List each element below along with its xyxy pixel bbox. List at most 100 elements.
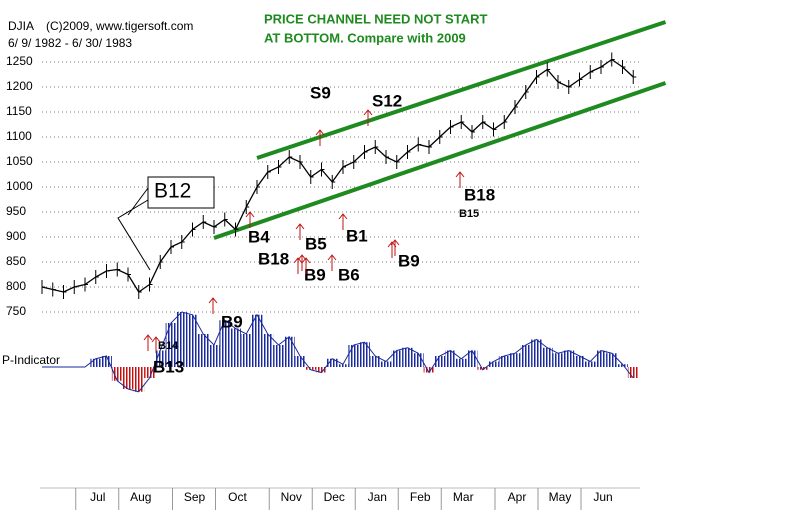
indicator-bar [606,353,618,367]
signal-label: B15 [459,208,479,220]
indicator-bar [574,356,585,367]
indicator-bar [627,367,639,378]
indicator-bar [122,367,134,389]
indicator-bar [520,345,532,367]
y-tick-label: 750 [6,304,26,318]
signal-label: B12 [154,180,191,203]
y-tick-label: 900 [6,229,26,243]
indicator-bar [380,361,392,367]
indicator-bar [316,367,327,373]
indicator-bar [402,347,413,367]
signal-pointer [117,187,151,271]
signal-label: B1 [346,226,368,245]
indicator-bar [584,361,596,367]
x-tick-label: Mar [453,490,474,504]
indicator-bar [133,367,145,392]
indicator-bar [595,350,607,367]
indicator-label: P-Indicator [2,353,60,367]
signal-arrow [293,257,303,274]
signal-label: B14 [158,340,179,352]
indicator-bar [541,347,553,367]
indicator-bar [154,350,166,367]
signal-arrow [455,171,465,188]
indicator-bar [348,345,360,367]
y-tick-label: 1250 [6,54,33,68]
y-tick-label: 800 [6,279,26,293]
indicator-bar [208,345,220,367]
price-line [41,58,634,293]
indicator-bar [412,353,424,367]
signal-label: B18 [464,185,495,204]
signal-label: S12 [372,91,402,110]
signal-label: B18 [258,249,289,268]
x-tick-label: Aug [130,490,151,504]
indicator-line [42,311,634,393]
signal-arrow [387,241,397,258]
signal-label: B4 [248,227,270,246]
indicator-bar [90,358,102,367]
signal-label: B9 [304,265,326,284]
indicator-bar [294,356,306,367]
indicator-bar [434,356,446,367]
date-range: 6/ 9/ 1982 - 6/ 30/ 1983 [8,36,132,50]
x-tick-label: Oct [228,490,247,504]
indicator-bar [488,361,499,367]
indicator-bar [187,314,198,367]
signal-label: B6 [338,265,360,284]
x-tick-label: Dec [324,490,345,504]
signal-arrow [363,109,373,126]
y-tick-label: 1050 [6,154,33,168]
signal-label: B5 [305,234,327,253]
symbol: DJIA [8,19,34,33]
y-tick-label: 850 [6,254,26,268]
x-tick-label: Feb [410,490,431,504]
signal-arrow [245,211,255,228]
signal-label: S9 [310,83,331,102]
indicator-bar [359,342,370,367]
indicator-bar [111,367,123,381]
indicator-bar [498,356,510,367]
indicator-bar [509,353,521,367]
indicator-bar [262,334,274,367]
signal-arrow [315,129,325,146]
indicator-bar [337,364,349,367]
title-line: AT BOTTOM. Compare with 2009 [264,30,466,45]
y-tick-label: 950 [6,204,26,218]
indicator-bar [531,339,542,367]
signal-arrow [208,297,218,314]
x-tick-label: Jan [368,490,387,504]
signal-label: B9 [221,312,243,331]
copyright: (C)2009, www.tigersoft.com [46,19,193,33]
indicator-bar [219,320,231,367]
indicator-bar [165,323,177,367]
signal-label: B13 [153,357,184,376]
x-tick-label: Apr [508,490,527,504]
y-tick-label: 1000 [6,179,33,193]
signal-arrow [295,223,305,240]
indicator-bar [230,328,241,367]
signal-arrow [338,213,348,230]
indicator-bar [240,334,252,367]
signal-arrow [301,257,311,274]
indicator-bar [101,356,112,367]
channel-line [213,81,667,240]
indicator-bar [251,314,263,367]
indicator-bar [391,350,403,367]
indicator-bar [197,334,209,367]
signal-box [147,176,215,209]
y-tick-label: 1100 [6,129,32,143]
indicator-bar [477,367,489,370]
x-tick-label: Jun [593,490,612,504]
x-tick-label: Jul [90,490,105,504]
channel-line [256,20,667,160]
indicator-bar [305,367,317,370]
signal-label: B9 [398,251,420,270]
indicator-bar [144,367,155,378]
indicator-bar [466,350,478,367]
x-tick-label: Nov [281,490,302,504]
indicator-bar [552,353,564,367]
indicator-bar [176,312,188,367]
signal-arrow [143,334,153,351]
indicator-bar [369,356,381,367]
